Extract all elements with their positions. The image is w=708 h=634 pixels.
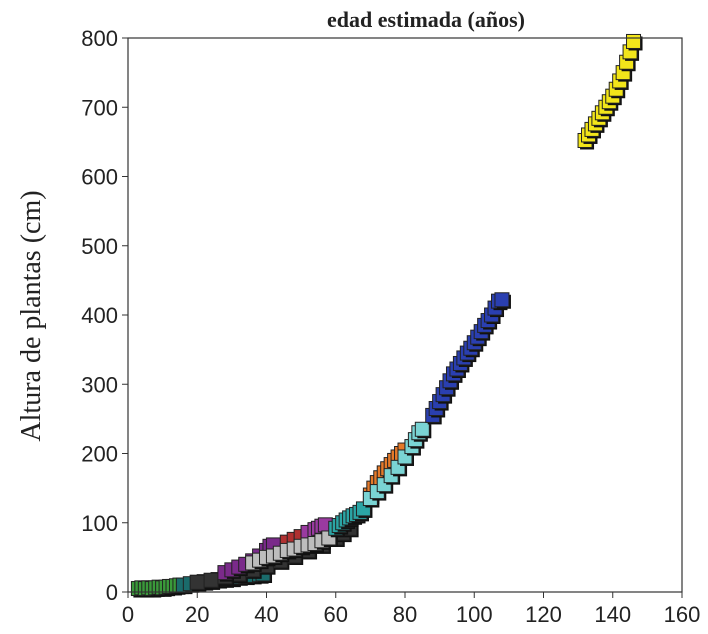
y-tick-label: 800 (81, 26, 118, 51)
data-point (626, 33, 642, 49)
x-tick-label: 80 (393, 602, 417, 627)
x-tick-label: 0 (122, 602, 134, 627)
y-tick-label: 700 (81, 95, 118, 120)
axis-ticks: 0 20 40 60 80 100 120 140 160 0 100 200 300 400 500 600… (81, 26, 700, 627)
x-tick-label: 100 (456, 602, 493, 627)
y-axis-label: Altura de plantas (cm) (16, 190, 47, 441)
y-tick-label: 100 (81, 511, 118, 536)
data-point (203, 572, 219, 588)
x-tick-label: 20 (185, 602, 209, 627)
chart-title: edad estimada (años) (327, 7, 525, 32)
y-tick-label: 300 (81, 372, 118, 397)
x-tick-label: 120 (525, 602, 562, 627)
y-tick-label: 0 (106, 580, 118, 605)
y-tick-label: 400 (81, 303, 118, 328)
x-tick-label: 40 (254, 602, 278, 627)
y-tick-label: 600 (81, 165, 118, 190)
x-tick-label: 160 (664, 602, 701, 627)
plot-frame (127, 37, 683, 593)
data-point (494, 292, 510, 308)
y-tick-label: 200 (81, 442, 118, 467)
y-tick-label: 500 (81, 234, 118, 259)
data-point (189, 574, 205, 590)
data-point (414, 421, 430, 437)
data-points (130, 33, 643, 598)
x-tick-label: 140 (594, 602, 631, 627)
x-tick-label: 60 (324, 602, 348, 627)
